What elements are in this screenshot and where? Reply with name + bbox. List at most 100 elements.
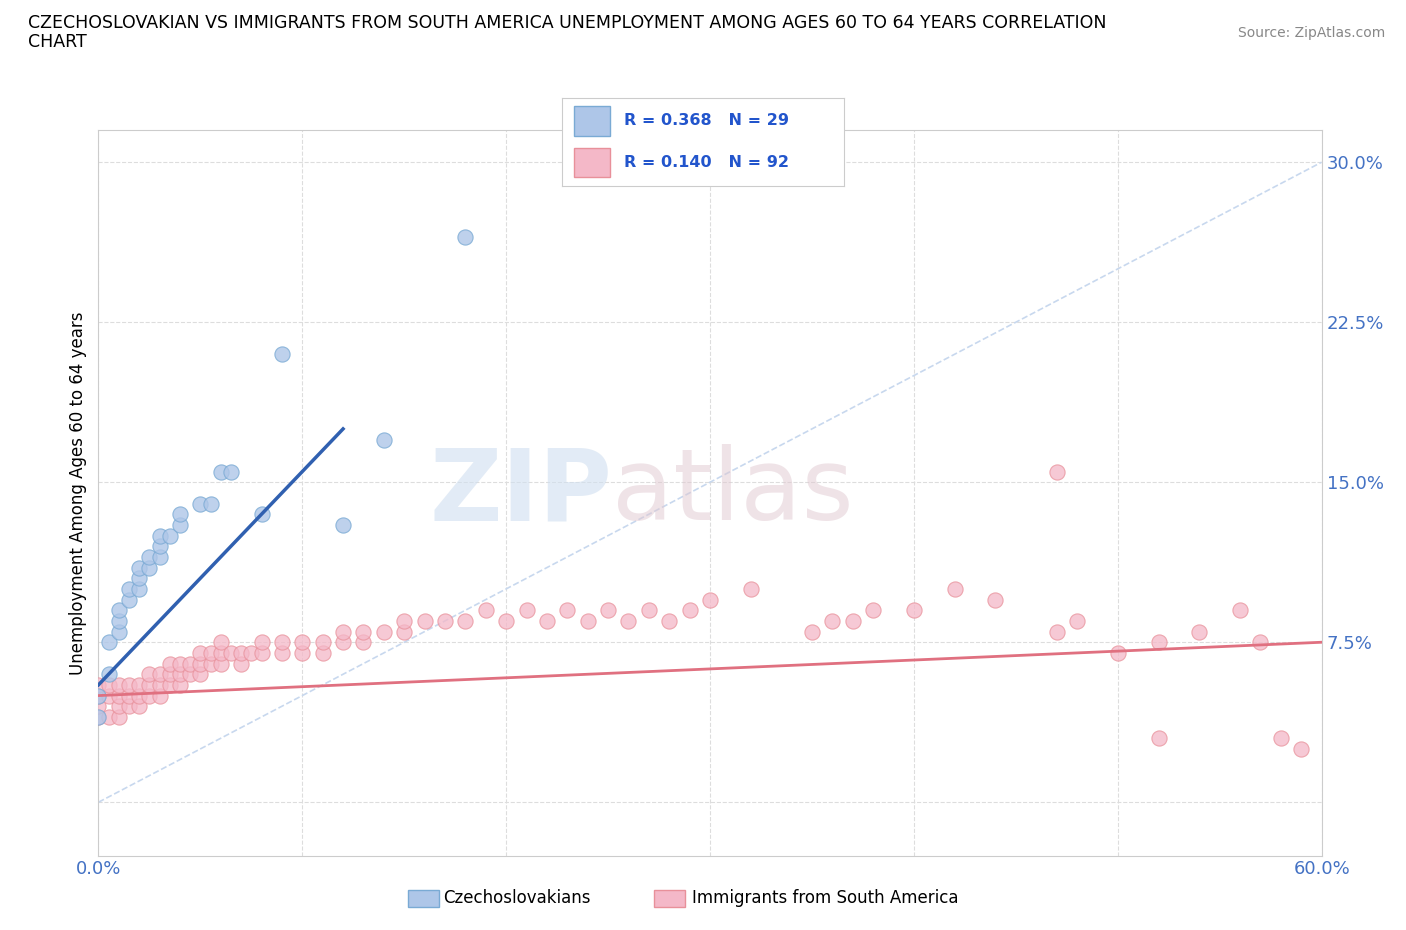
- Point: [149, 667, 172, 682]
- Text: atlas: atlas: [612, 445, 853, 541]
- Point: [1270, 731, 1292, 746]
- Point: [312, 635, 335, 650]
- Point: [87, 688, 110, 703]
- Point: [332, 624, 354, 639]
- Point: [332, 517, 354, 532]
- Point: [149, 688, 172, 703]
- Point: [903, 603, 925, 618]
- Point: [332, 635, 354, 650]
- Point: [862, 603, 884, 618]
- Point: [118, 581, 141, 596]
- Point: [555, 603, 579, 618]
- Point: [801, 624, 824, 639]
- Point: [516, 603, 538, 618]
- Point: [159, 528, 181, 543]
- Point: [219, 645, 242, 660]
- Point: [392, 624, 416, 639]
- Text: R = 0.368   N = 29: R = 0.368 N = 29: [624, 113, 789, 128]
- Point: [1107, 645, 1129, 660]
- Text: ZIP: ZIP: [429, 445, 612, 541]
- Text: Source: ZipAtlas.com: Source: ZipAtlas.com: [1237, 26, 1385, 40]
- Y-axis label: Unemployment Among Ages 60 to 64 years: Unemployment Among Ages 60 to 64 years: [69, 312, 87, 674]
- Point: [291, 645, 314, 660]
- Point: [108, 624, 131, 639]
- Point: [128, 688, 150, 703]
- Point: [658, 614, 681, 629]
- Point: [209, 635, 232, 650]
- Point: [1229, 603, 1251, 618]
- Point: [128, 698, 150, 713]
- Point: [454, 614, 477, 629]
- Point: [984, 592, 1007, 607]
- Point: [219, 464, 242, 479]
- Point: [188, 657, 212, 671]
- Point: [373, 624, 395, 639]
- Point: [200, 657, 222, 671]
- Point: [1045, 624, 1069, 639]
- Point: [108, 710, 131, 724]
- Point: [149, 550, 172, 565]
- Point: [138, 677, 160, 692]
- Point: [87, 710, 110, 724]
- Point: [576, 614, 599, 629]
- Point: [270, 347, 294, 362]
- Point: [179, 667, 201, 682]
- Point: [231, 657, 253, 671]
- Point: [159, 657, 181, 671]
- Point: [169, 517, 191, 532]
- Point: [138, 688, 160, 703]
- Point: [250, 635, 273, 650]
- Text: Immigrants from South America: Immigrants from South America: [692, 889, 959, 908]
- Point: [841, 614, 863, 629]
- Point: [87, 677, 110, 692]
- Point: [128, 571, 150, 586]
- Point: [1249, 635, 1271, 650]
- Point: [188, 496, 212, 511]
- Point: [97, 677, 120, 692]
- Point: [118, 592, 141, 607]
- Point: [97, 710, 120, 724]
- Point: [352, 635, 374, 650]
- Point: [159, 667, 181, 682]
- Point: [128, 677, 150, 692]
- Point: [617, 614, 640, 629]
- Point: [392, 614, 416, 629]
- Point: [118, 698, 141, 713]
- Point: [108, 677, 131, 692]
- Point: [118, 688, 141, 703]
- Point: [169, 657, 191, 671]
- Point: [270, 645, 294, 660]
- Point: [1045, 464, 1069, 479]
- Point: [240, 645, 263, 660]
- Point: [138, 667, 160, 682]
- Point: [169, 667, 191, 682]
- Point: [108, 698, 131, 713]
- Point: [637, 603, 661, 618]
- Point: [352, 624, 374, 639]
- Point: [699, 592, 721, 607]
- Point: [373, 432, 395, 447]
- Point: [128, 560, 150, 575]
- Point: [87, 698, 110, 713]
- Point: [138, 560, 160, 575]
- Point: [231, 645, 253, 660]
- Point: [97, 667, 120, 682]
- Point: [250, 507, 273, 522]
- Point: [821, 614, 844, 629]
- Point: [169, 507, 191, 522]
- Text: CHART: CHART: [28, 33, 87, 50]
- Text: R = 0.140   N = 92: R = 0.140 N = 92: [624, 154, 789, 169]
- Point: [87, 688, 110, 703]
- Point: [740, 581, 762, 596]
- Point: [200, 645, 222, 660]
- Point: [495, 614, 517, 629]
- Bar: [574, 148, 610, 177]
- Point: [118, 677, 141, 692]
- Point: [169, 677, 191, 692]
- Bar: [574, 107, 610, 136]
- Point: [188, 667, 212, 682]
- Point: [108, 603, 131, 618]
- Point: [1147, 635, 1170, 650]
- Point: [250, 645, 273, 660]
- Point: [536, 614, 558, 629]
